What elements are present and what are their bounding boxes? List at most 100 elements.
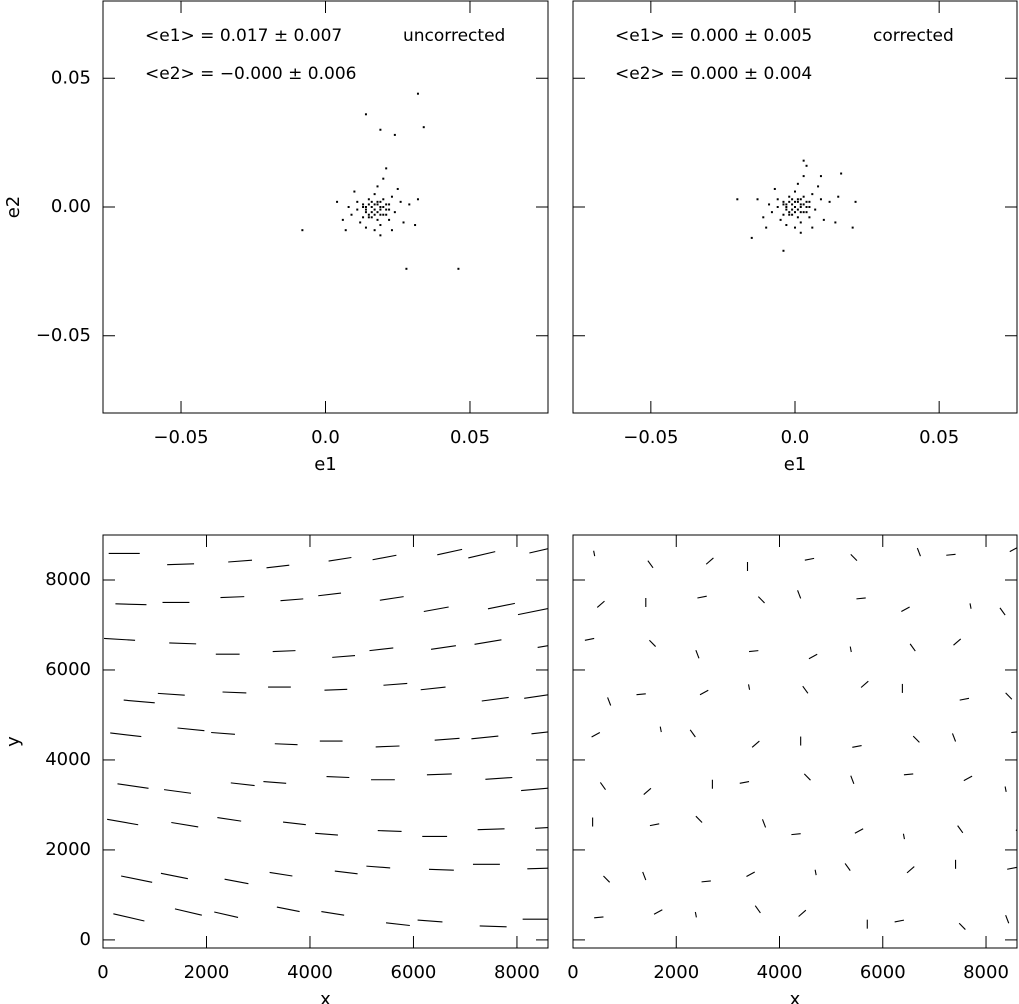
x-tick-label: 0.0 xyxy=(781,427,810,448)
whisker xyxy=(739,781,750,784)
panel: 0 2000 4000 6000 8000 x xyxy=(567,534,1018,1004)
point xyxy=(393,133,396,136)
point xyxy=(799,206,802,208)
x-tick-label: 0.0 xyxy=(311,427,340,448)
point xyxy=(341,218,344,221)
point xyxy=(802,159,805,162)
point xyxy=(457,267,460,270)
point xyxy=(785,206,788,208)
point xyxy=(364,113,367,116)
point xyxy=(373,213,376,216)
whisker xyxy=(315,832,338,836)
x-tick-label: 0 xyxy=(97,962,108,983)
whisker xyxy=(951,733,957,742)
whisker xyxy=(417,919,443,923)
whisker xyxy=(958,922,966,930)
y-tick-label: −0.05 xyxy=(36,325,91,346)
whisker xyxy=(659,726,662,733)
whisker xyxy=(527,867,548,870)
whisker xyxy=(171,821,199,828)
whisker xyxy=(531,731,548,735)
whisker xyxy=(746,871,755,877)
point xyxy=(344,229,347,232)
point xyxy=(422,126,425,129)
whisker xyxy=(468,551,496,559)
x-axis-label: x xyxy=(320,989,331,1004)
x-tick-label: 0 xyxy=(567,962,578,983)
whisker xyxy=(963,775,973,782)
point xyxy=(373,193,376,196)
whisker xyxy=(263,780,287,784)
point xyxy=(399,200,402,203)
point xyxy=(802,203,805,206)
point xyxy=(367,216,370,219)
plot-area xyxy=(301,92,460,270)
point xyxy=(408,203,411,206)
whisker xyxy=(852,745,862,748)
point xyxy=(379,208,382,211)
point xyxy=(834,221,837,224)
point xyxy=(362,216,365,219)
whisker xyxy=(537,645,548,649)
point xyxy=(854,200,857,203)
annotation: <e2> = −0.000 ± 0.006 xyxy=(145,64,356,84)
whisker xyxy=(902,833,905,840)
point xyxy=(382,213,385,216)
point xyxy=(840,172,843,175)
whisker xyxy=(385,922,410,927)
whisker xyxy=(434,737,460,741)
point xyxy=(782,249,785,252)
point xyxy=(370,216,373,219)
point xyxy=(794,206,796,208)
whisker xyxy=(169,642,197,645)
y-tick-label: 8000 xyxy=(45,569,91,590)
whisker xyxy=(167,563,195,566)
panel: −0.05 0.0 0.05 −0.05 0.00 0.05 e1 e2 <e1> = 0.01… xyxy=(3,0,549,475)
point xyxy=(796,182,799,185)
frame xyxy=(572,534,1018,949)
point xyxy=(799,231,802,234)
y-tick-label: 0 xyxy=(80,929,91,950)
point xyxy=(776,198,779,201)
whisker xyxy=(694,911,697,918)
point xyxy=(414,224,417,227)
panel: −0.05 0.0 0.05 e1 <e1> = 0.000 ± 0.005 correc… xyxy=(572,0,1018,475)
point xyxy=(785,203,788,206)
whisker xyxy=(748,650,759,653)
point xyxy=(388,208,391,211)
whisker xyxy=(647,560,654,569)
whisker xyxy=(163,789,192,794)
point xyxy=(799,203,802,206)
point xyxy=(799,198,802,201)
whisker xyxy=(791,833,801,836)
whisker xyxy=(280,598,304,602)
point xyxy=(370,200,373,203)
whisker xyxy=(1007,866,1017,870)
whisker xyxy=(599,782,606,790)
point xyxy=(388,218,391,221)
point xyxy=(779,218,782,221)
whisker xyxy=(174,908,202,916)
point xyxy=(353,190,356,193)
point xyxy=(799,221,802,224)
whisker xyxy=(474,639,502,645)
point xyxy=(819,198,822,201)
x-tick-label: 8000 xyxy=(963,962,1009,983)
point xyxy=(819,175,822,178)
x-axis-label: e1 xyxy=(784,454,807,475)
point xyxy=(762,216,765,219)
point xyxy=(736,198,739,201)
whisker xyxy=(324,688,348,691)
x-tick-label: 4000 xyxy=(287,962,333,983)
point xyxy=(802,175,805,178)
whisker xyxy=(643,787,652,796)
point xyxy=(814,208,817,211)
point xyxy=(811,226,814,229)
whisker xyxy=(797,590,802,599)
point xyxy=(817,185,820,188)
whisker xyxy=(334,870,358,875)
point xyxy=(402,221,405,224)
point xyxy=(385,213,388,216)
point xyxy=(785,224,788,227)
